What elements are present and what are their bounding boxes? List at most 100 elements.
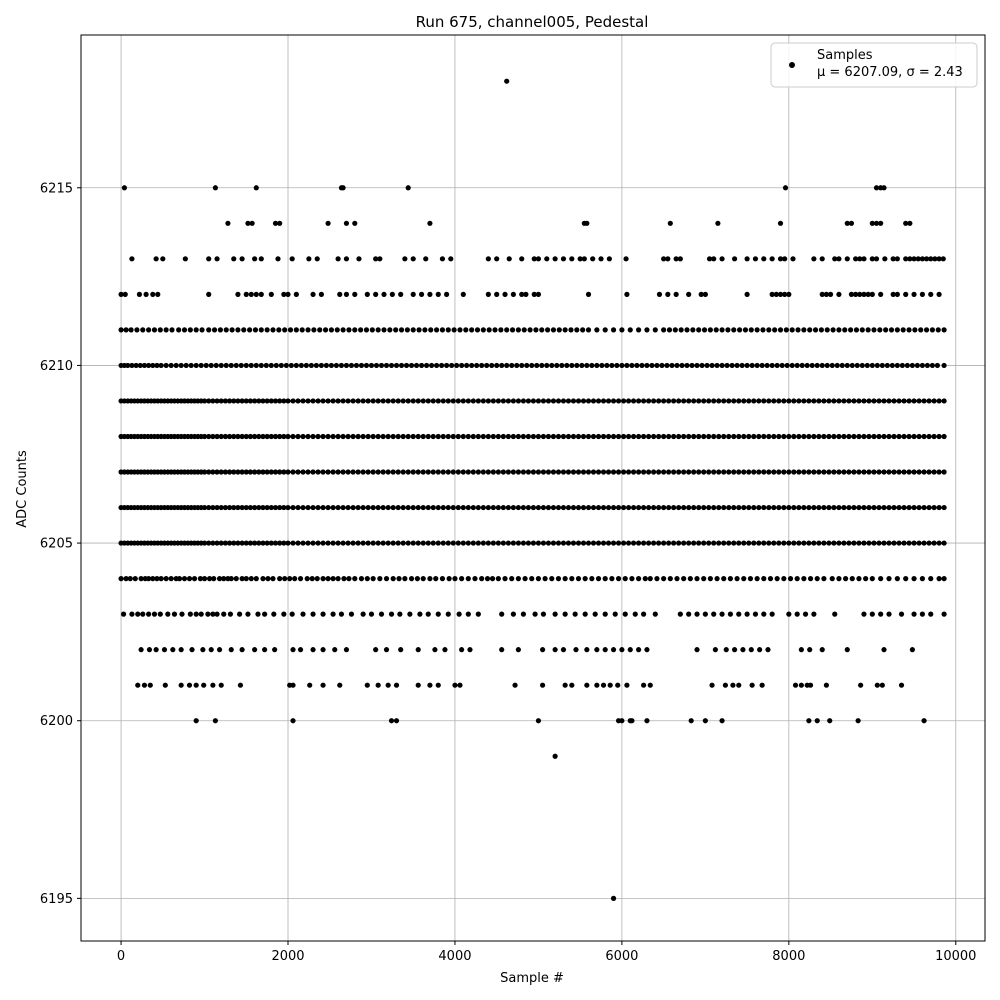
data-point	[464, 362, 470, 369]
data-point	[585, 469, 592, 475]
data-point	[385, 504, 391, 511]
data-point	[691, 540, 697, 546]
data-point	[373, 256, 379, 262]
data-point	[622, 611, 628, 617]
data-point	[851, 433, 857, 440]
data-point	[226, 540, 233, 546]
data-point	[425, 611, 431, 617]
data-point	[711, 398, 717, 404]
data-point	[210, 398, 216, 404]
data-point	[916, 540, 922, 546]
data-point	[435, 433, 441, 440]
data-point	[425, 504, 431, 511]
data-point	[821, 504, 827, 511]
data-point	[572, 611, 578, 617]
data-point	[821, 433, 827, 440]
data-point	[573, 647, 579, 653]
data-point	[921, 469, 927, 475]
data-point	[761, 398, 767, 404]
data-point	[911, 256, 917, 262]
data-point	[227, 611, 234, 617]
data-point	[641, 504, 647, 511]
data-point	[226, 504, 233, 511]
data-point	[530, 433, 537, 440]
data-point	[619, 327, 625, 333]
data-point	[936, 256, 942, 262]
data-point	[931, 433, 937, 440]
data-point	[651, 504, 657, 511]
data-point	[264, 504, 270, 511]
data-point	[696, 327, 702, 333]
data-point	[565, 504, 572, 511]
data-point	[315, 433, 321, 440]
data-point	[378, 362, 385, 369]
data-point	[451, 327, 457, 333]
data-point	[243, 504, 249, 511]
data-point	[666, 433, 672, 440]
data-point	[791, 540, 797, 546]
data-point	[545, 398, 552, 404]
data-point	[343, 256, 350, 262]
data-point	[241, 327, 247, 333]
data-point	[163, 327, 169, 333]
data-point	[701, 327, 708, 333]
data-point	[258, 256, 264, 262]
data-point	[475, 433, 481, 440]
y-tick-label: 6205	[40, 537, 73, 552]
data-point	[569, 362, 575, 369]
data-point	[474, 327, 481, 333]
data-point	[791, 398, 797, 404]
data-point	[786, 469, 792, 475]
data-point	[873, 220, 880, 226]
data-point	[716, 504, 722, 511]
data-point	[438, 362, 445, 369]
data-point	[239, 433, 245, 440]
data-point	[858, 682, 864, 688]
data-point	[378, 611, 385, 617]
data-point	[610, 540, 617, 546]
data-point	[796, 398, 802, 404]
data-point	[459, 647, 465, 653]
data-point	[283, 362, 289, 369]
data-point	[891, 504, 897, 511]
data-point	[890, 291, 896, 297]
x-tick-label: 0	[117, 949, 125, 964]
data-point	[540, 398, 547, 404]
data-point	[677, 256, 683, 262]
data-point	[619, 718, 625, 724]
data-point	[231, 469, 237, 475]
data-point	[146, 362, 152, 369]
data-point	[615, 398, 622, 404]
data-point	[479, 576, 485, 582]
data-point	[258, 327, 264, 333]
data-point	[239, 647, 245, 653]
data-point	[729, 362, 735, 369]
data-point	[489, 362, 495, 369]
data-point	[790, 256, 796, 262]
data-point	[709, 362, 715, 369]
data-point	[861, 433, 867, 440]
data-point	[701, 504, 707, 511]
data-point	[818, 327, 824, 333]
data-point	[677, 611, 683, 617]
data-point	[430, 504, 436, 511]
data-point	[499, 362, 505, 369]
data-point	[285, 504, 291, 511]
data-point	[484, 576, 491, 582]
data-point	[878, 220, 884, 226]
data-point	[811, 398, 817, 404]
data-point	[857, 256, 863, 262]
data-point	[225, 220, 231, 226]
data-point	[809, 362, 815, 369]
data-point	[871, 398, 877, 404]
data-point	[851, 540, 857, 546]
data-point	[480, 327, 486, 333]
data-point	[627, 647, 633, 653]
data-point	[270, 576, 276, 582]
data-point	[644, 718, 650, 724]
data-point	[151, 611, 158, 617]
data-point	[936, 469, 942, 475]
data-point	[235, 398, 241, 404]
data-point	[221, 576, 227, 582]
data-point	[582, 611, 588, 617]
